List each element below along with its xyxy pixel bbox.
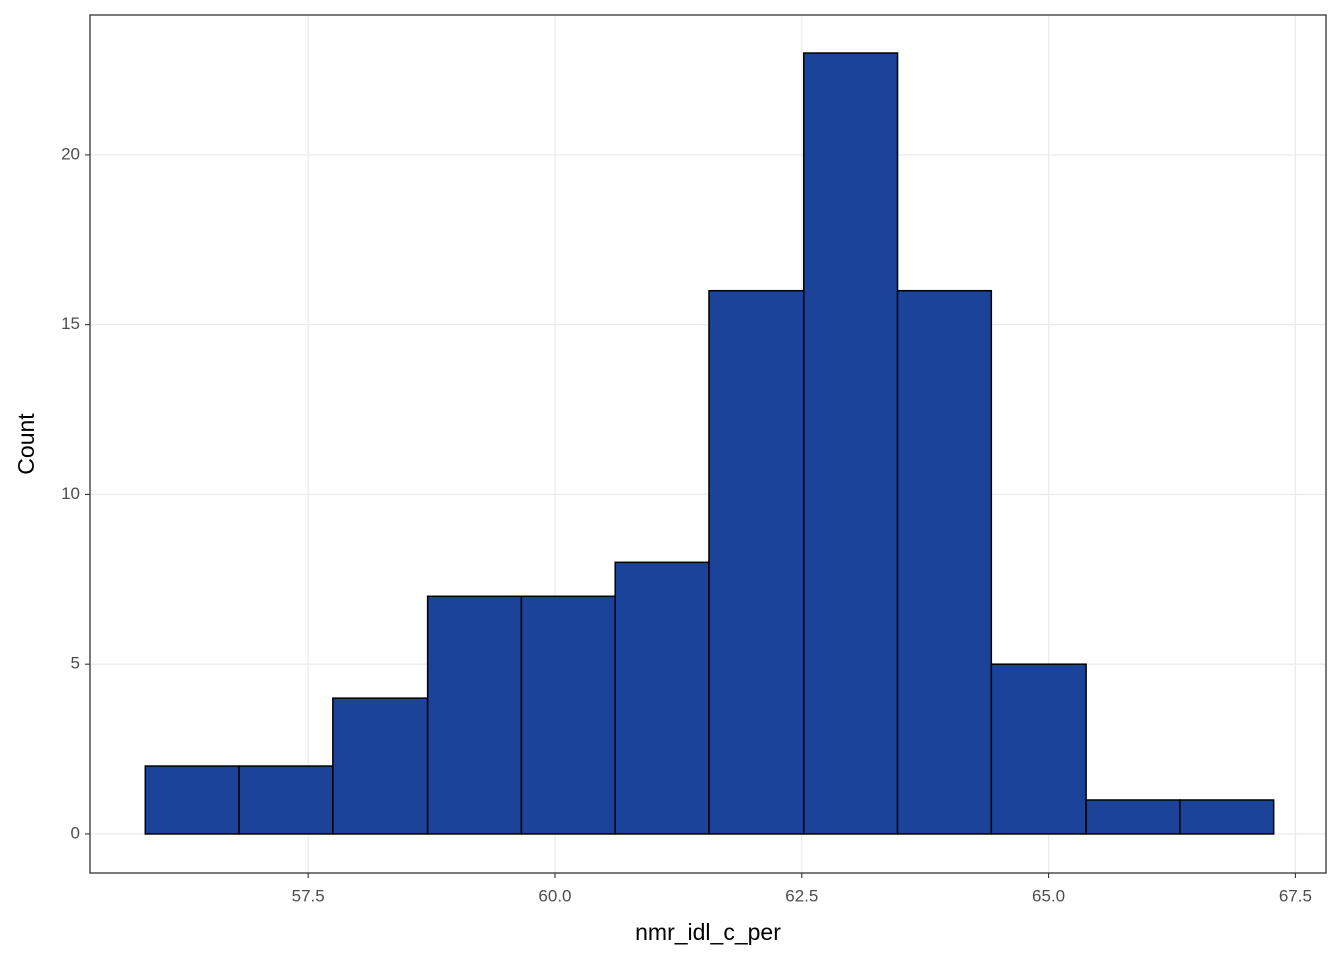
x-tick-label: 57.5 xyxy=(292,886,325,905)
y-axis-title: Count xyxy=(13,413,39,475)
bar xyxy=(426,595,523,835)
x-tick-label: 60.0 xyxy=(538,886,571,905)
bar xyxy=(1179,799,1275,835)
plot-border xyxy=(89,14,1327,874)
bar xyxy=(520,595,616,835)
bar xyxy=(708,289,805,835)
bar xyxy=(803,52,899,835)
bar xyxy=(990,663,1087,835)
x-tick-label: 65.0 xyxy=(1032,886,1065,905)
y-tick-label: 0 xyxy=(71,823,80,842)
y-tick-label: 15 xyxy=(61,314,80,333)
bar xyxy=(896,289,993,835)
bar xyxy=(614,561,710,835)
y-tick-label: 5 xyxy=(71,654,80,673)
y-tick-label: 20 xyxy=(61,144,80,163)
bar xyxy=(332,697,429,835)
bar xyxy=(144,765,240,835)
bar xyxy=(238,765,334,835)
y-tick-label: 10 xyxy=(61,484,80,503)
x-axis-title: nmr_idl_c_per xyxy=(635,919,781,945)
x-tick-label: 67.5 xyxy=(1279,886,1312,905)
x-tick-label: 62.5 xyxy=(785,886,818,905)
bar xyxy=(1085,799,1181,835)
